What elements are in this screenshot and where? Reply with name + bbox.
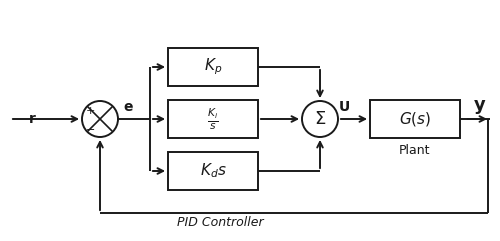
Text: Plant: Plant — [399, 145, 431, 158]
Text: $-$: $-$ — [85, 123, 95, 133]
Text: $\Sigma$: $\Sigma$ — [314, 110, 326, 128]
Text: $\mathbf{r}$: $\mathbf{r}$ — [28, 112, 36, 126]
Bar — [168, 152, 258, 190]
Text: $\frac{K_i}{s}$: $\frac{K_i}{s}$ — [208, 106, 218, 132]
Bar — [168, 100, 258, 138]
Text: $G(s)$: $G(s)$ — [399, 110, 431, 128]
Text: $K_p$: $K_p$ — [204, 57, 222, 77]
Circle shape — [82, 101, 118, 137]
Text: $K_d s$: $K_d s$ — [200, 162, 226, 180]
Text: $\mathbf{y}$: $\mathbf{y}$ — [474, 98, 486, 116]
Bar — [370, 100, 460, 138]
Text: $\mathbf{e}$: $\mathbf{e}$ — [122, 100, 134, 114]
Text: $+$: $+$ — [85, 106, 95, 116]
Bar — [168, 48, 258, 86]
Text: PID Controller: PID Controller — [176, 216, 264, 229]
Circle shape — [302, 101, 338, 137]
Text: $\mathbf{U}$: $\mathbf{U}$ — [338, 100, 350, 114]
